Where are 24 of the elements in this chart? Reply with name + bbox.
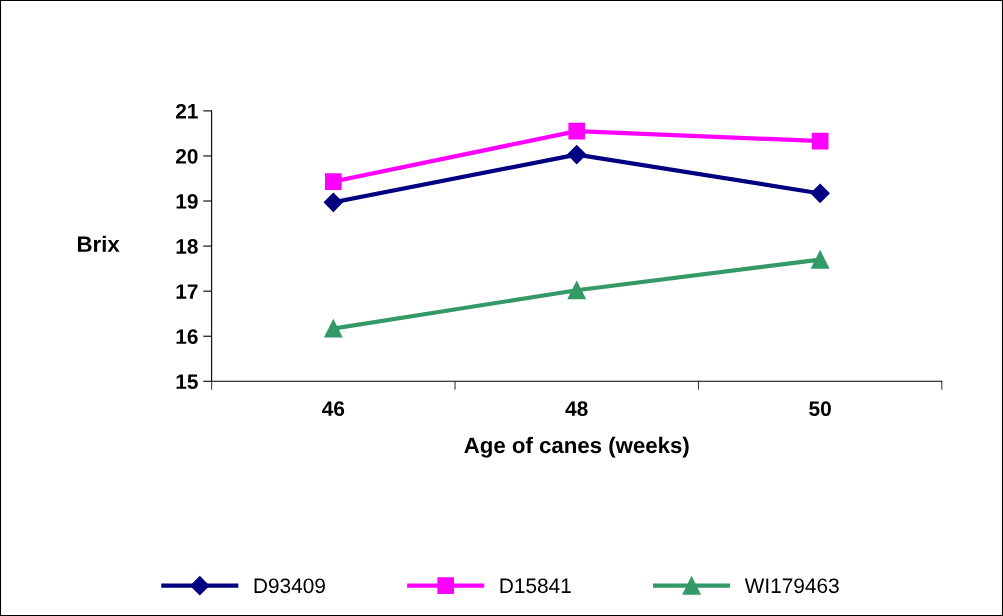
- point: [811, 132, 829, 150]
- y-tick-label: 16: [176, 329, 198, 344]
- y-axis-title: Brix: [77, 235, 120, 252]
- point: [568, 122, 586, 140]
- x-tick-label: 50: [809, 401, 831, 417]
- y-tick-label: 19: [176, 194, 198, 209]
- point: [567, 145, 587, 165]
- y-tick-label: 17: [176, 284, 198, 299]
- point: [324, 173, 342, 190]
- x-axis-title: Age of canes (weeks): [464, 436, 689, 458]
- point: [810, 183, 830, 203]
- legend-label: D93409: [254, 578, 325, 594]
- point: [811, 250, 830, 269]
- legend-label: D15841: [500, 578, 571, 594]
- x-tick-label: 46: [322, 401, 345, 417]
- y-tick-label: 15: [176, 374, 198, 390]
- legend-label: WI179463: [744, 578, 839, 594]
- point: [567, 281, 586, 300]
- y-tick-label: 18: [176, 239, 198, 254]
- x-tick-label: 48: [565, 401, 588, 417]
- point: [323, 192, 343, 212]
- point: [324, 319, 343, 338]
- y-tick-label: 21: [175, 103, 198, 119]
- y-tick-label: 20: [175, 148, 198, 164]
